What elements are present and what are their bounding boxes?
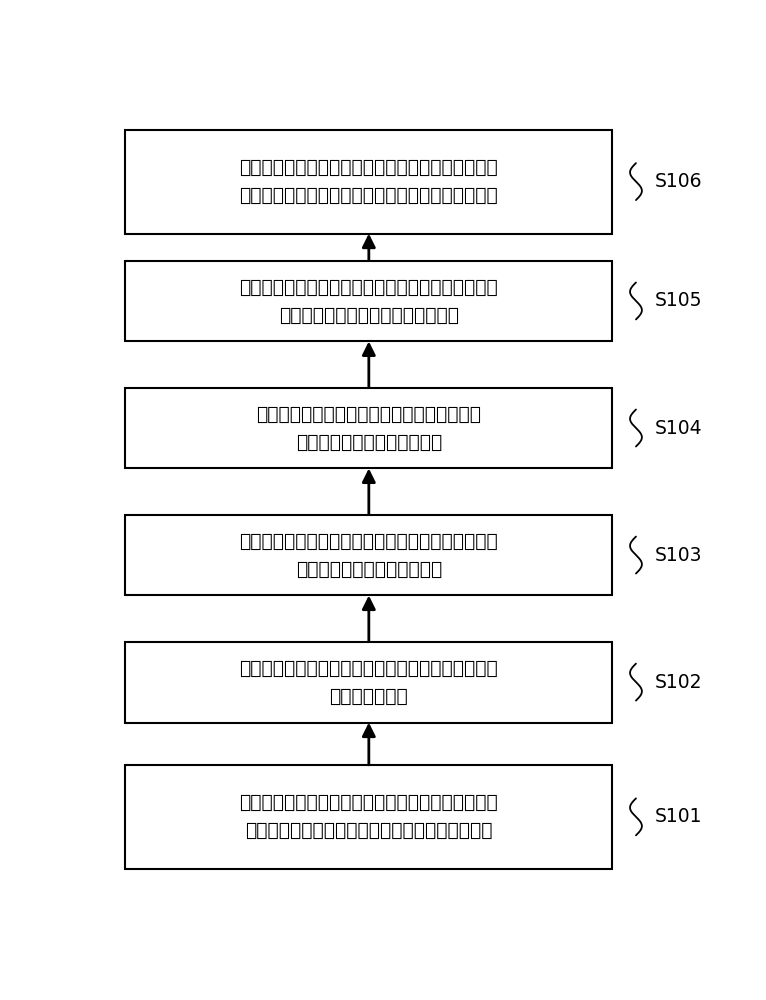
FancyBboxPatch shape xyxy=(126,515,612,595)
Text: S101: S101 xyxy=(655,807,702,826)
Text: 根据多个层中各个层的孔隙度数据和渗透率数据计算
多个层中各个层的流动带指数: 根据多个层中各个层的孔隙度数据和渗透率数据计算 多个层中各个层的流动带指数 xyxy=(240,532,498,579)
Text: 基于三维沉积相模型，以多个层中各个层的流动带指
数为属性进行相控属性建模，建立三维流动单元模型: 基于三维沉积相模型，以多个层中各个层的流动带指 数为属性进行相控属性建模，建立三… xyxy=(240,158,498,205)
FancyBboxPatch shape xyxy=(126,388,612,468)
Text: S106: S106 xyxy=(655,172,702,191)
Text: 根据测井资料，将目标井中目标层位划分为多个层，
并获取分层数据: 根据测井资料，将目标井中目标层位划分为多个层， 并获取分层数据 xyxy=(240,659,498,706)
Text: 基于三维构造模型，根据分层数据以及多个层中各个
层的测井资料，建立三维沉积相模型: 基于三维构造模型，根据分层数据以及多个层中各个 层的测井资料，建立三维沉积相模型 xyxy=(240,277,498,324)
Text: 获取目标井的测井资料，其中，测井资料包括：井位
坐标数据、井斜数据、孔隙度数据以及渗透率数据: 获取目标井的测井资料，其中，测井资料包括：井位 坐标数据、井斜数据、孔隙度数据以… xyxy=(240,793,498,840)
Text: S104: S104 xyxy=(655,418,702,438)
FancyBboxPatch shape xyxy=(126,765,612,869)
Text: 根据目标层位的井位坐标数据、井斜数据以及
分层数据，建立三维构造模型: 根据目标层位的井位坐标数据、井斜数据以及 分层数据，建立三维构造模型 xyxy=(257,404,481,452)
Text: S105: S105 xyxy=(655,291,702,310)
FancyBboxPatch shape xyxy=(126,130,612,234)
FancyBboxPatch shape xyxy=(126,261,612,341)
Text: S103: S103 xyxy=(655,546,702,565)
Text: S102: S102 xyxy=(655,673,702,692)
FancyBboxPatch shape xyxy=(126,642,612,723)
